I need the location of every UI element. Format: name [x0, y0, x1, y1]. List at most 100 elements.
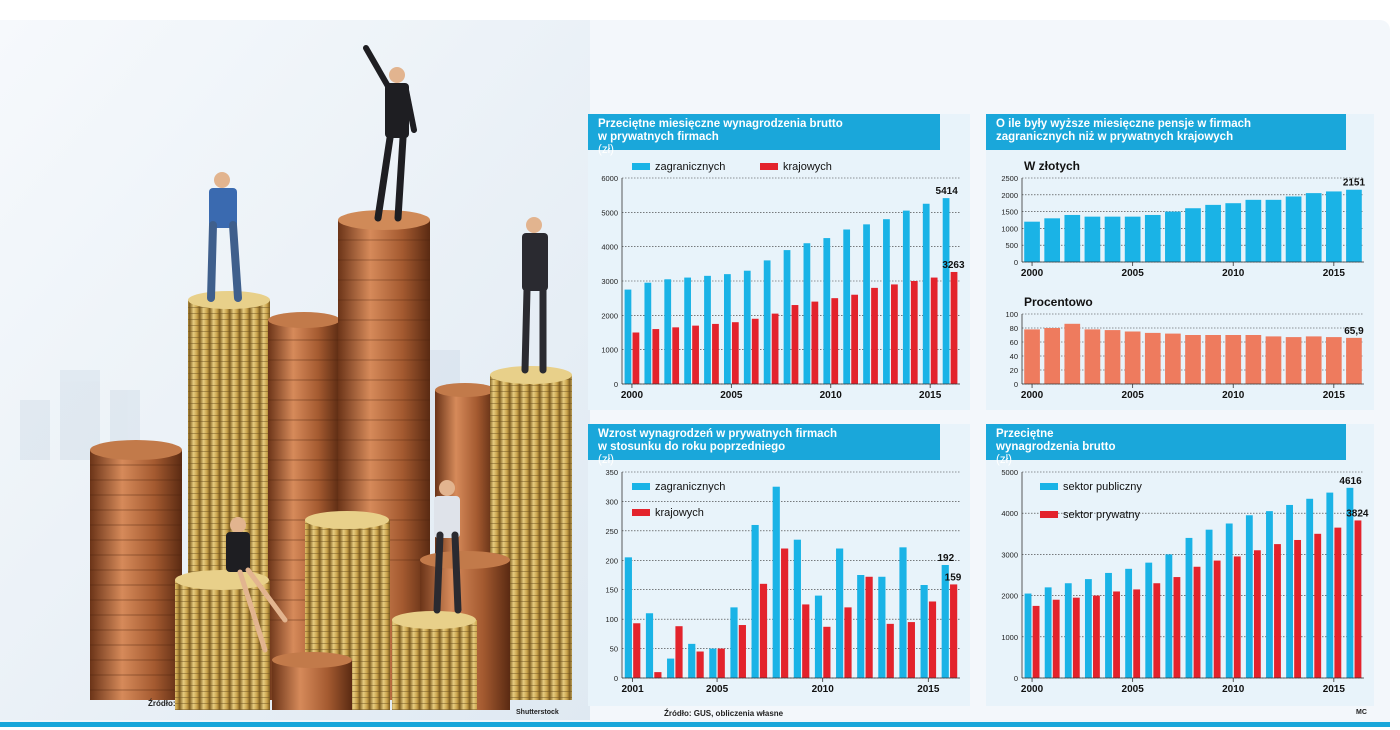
bar — [1294, 539, 1302, 678]
bar — [1072, 597, 1080, 678]
bar — [1124, 216, 1141, 262]
legend-label: sektor prywatny — [1063, 509, 1141, 521]
x-tick-label: 2010 — [1222, 390, 1245, 401]
bar — [1326, 492, 1334, 678]
bar — [1084, 216, 1101, 262]
y-tick-label: 80 — [1010, 324, 1018, 333]
bar — [928, 601, 937, 678]
bar — [793, 539, 801, 678]
legend-label: krajowych — [783, 161, 832, 173]
bar — [811, 301, 819, 384]
y-tick-label: 100 — [1005, 310, 1018, 319]
bar — [930, 277, 938, 384]
bar — [1185, 335, 1201, 384]
y-tick-label: 4000 — [1001, 509, 1018, 518]
bar — [1285, 196, 1302, 262]
bar — [1265, 199, 1282, 262]
bar — [633, 623, 641, 678]
data-label: 5414 — [936, 186, 959, 197]
bar — [654, 672, 662, 678]
bar — [910, 281, 918, 384]
legend-label: krajowych — [655, 507, 704, 519]
bar — [843, 229, 851, 384]
bar — [1354, 520, 1362, 678]
bar — [1032, 605, 1040, 678]
chart-svg: 0 1000 2000 3000 4000 5000 4616 3824 2000 2005 201… — [1001, 468, 1369, 695]
bar — [836, 548, 844, 678]
bar — [738, 625, 746, 678]
y-tick-label: 350 — [605, 468, 618, 477]
bar — [941, 564, 949, 678]
bar — [771, 313, 779, 384]
bar — [1334, 527, 1342, 678]
bar — [1064, 323, 1081, 384]
bar — [791, 305, 799, 384]
bar — [730, 607, 738, 678]
legend-swatch — [1040, 511, 1058, 518]
bar — [1306, 498, 1314, 678]
bar — [871, 287, 878, 384]
y-tick-label: 3000 — [601, 277, 618, 286]
bar — [1205, 335, 1221, 384]
legend-label: sektor publiczny — [1063, 481, 1142, 493]
chart-svg: 0 50 100 150 200 250 300 350 192 159 2001 2005 2010 2… — [605, 468, 962, 695]
x-tick-label: 2005 — [720, 390, 743, 401]
bar — [1105, 572, 1112, 678]
x-tick-label: 2000 — [1021, 684, 1044, 695]
x-tick-label: 2010 — [1222, 684, 1245, 695]
plot-area: 0 20 40 60 80 100 65,9 2000 2005 2010 2015 — [1005, 310, 1364, 401]
data-label: 192 — [938, 553, 955, 564]
y-tick-label: 3000 — [1001, 550, 1018, 559]
plot-area: 0 1000 2000 3000 4000 5000 4616 3824 2000 2005 201… — [1001, 468, 1369, 695]
y-tick-label: 4000 — [601, 243, 618, 252]
y-tick-label: 1000 — [601, 346, 618, 355]
x-tick-label: 2000 — [621, 390, 644, 401]
y-tick-label: 2000 — [1001, 191, 1018, 200]
panel-title: Przeciętne wynagrodzenia brutto (zł) — [986, 424, 1346, 466]
chart-svg: 0 1000 2000 3000 4000 5000 6000 5414 3263 2000 200… — [601, 161, 965, 401]
x-tick-label: 2000 — [1021, 268, 1044, 279]
bar — [950, 584, 958, 678]
data-label: 4616 — [1339, 476, 1362, 487]
bar — [1044, 218, 1061, 262]
legend-swatch — [632, 483, 650, 490]
x-tick-label: 2015 — [919, 390, 942, 401]
bar — [1233, 556, 1241, 678]
data-label: 159 — [945, 572, 962, 583]
bar — [831, 298, 839, 384]
bar — [920, 585, 928, 678]
credit-source: Źródło: GUS, obliczenia własne — [664, 709, 784, 718]
bar — [1084, 329, 1101, 384]
bar — [857, 575, 865, 678]
plot-area: 0 1000 2000 3000 4000 5000 6000 5414 3263 2000 200… — [601, 161, 965, 401]
y-tick-label: 60 — [1010, 338, 1018, 347]
bar — [652, 329, 660, 384]
title-unit: (zł) — [996, 454, 1012, 466]
bar — [886, 623, 894, 678]
bar — [675, 626, 683, 678]
bar — [865, 576, 873, 678]
x-tick-label: 2015 — [1323, 390, 1346, 401]
x-tick-label: 2010 — [812, 684, 835, 695]
bar — [1044, 328, 1061, 384]
bar — [1024, 221, 1040, 262]
bar — [688, 643, 696, 678]
x-tick-label: 2010 — [1222, 268, 1245, 279]
panel-wage-gap: O ile były wyższe miesięczne pensje w fi… — [986, 114, 1374, 410]
legend-swatch — [760, 163, 778, 170]
bar — [851, 294, 859, 384]
y-tick-label: 0 — [614, 380, 618, 389]
bar — [684, 277, 691, 384]
legend-label: zagranicznych — [655, 161, 725, 173]
x-tick-label: 2015 — [1323, 268, 1346, 279]
bar — [1265, 336, 1282, 384]
bar — [1185, 208, 1201, 262]
bar — [645, 613, 654, 678]
y-tick-label: 1500 — [1001, 208, 1018, 217]
coin-stacks-photo — [0, 20, 590, 720]
bar — [1205, 204, 1221, 262]
bar — [672, 327, 680, 384]
y-tick-label: 2000 — [1001, 592, 1018, 601]
bar — [632, 332, 640, 384]
bar — [696, 651, 704, 678]
